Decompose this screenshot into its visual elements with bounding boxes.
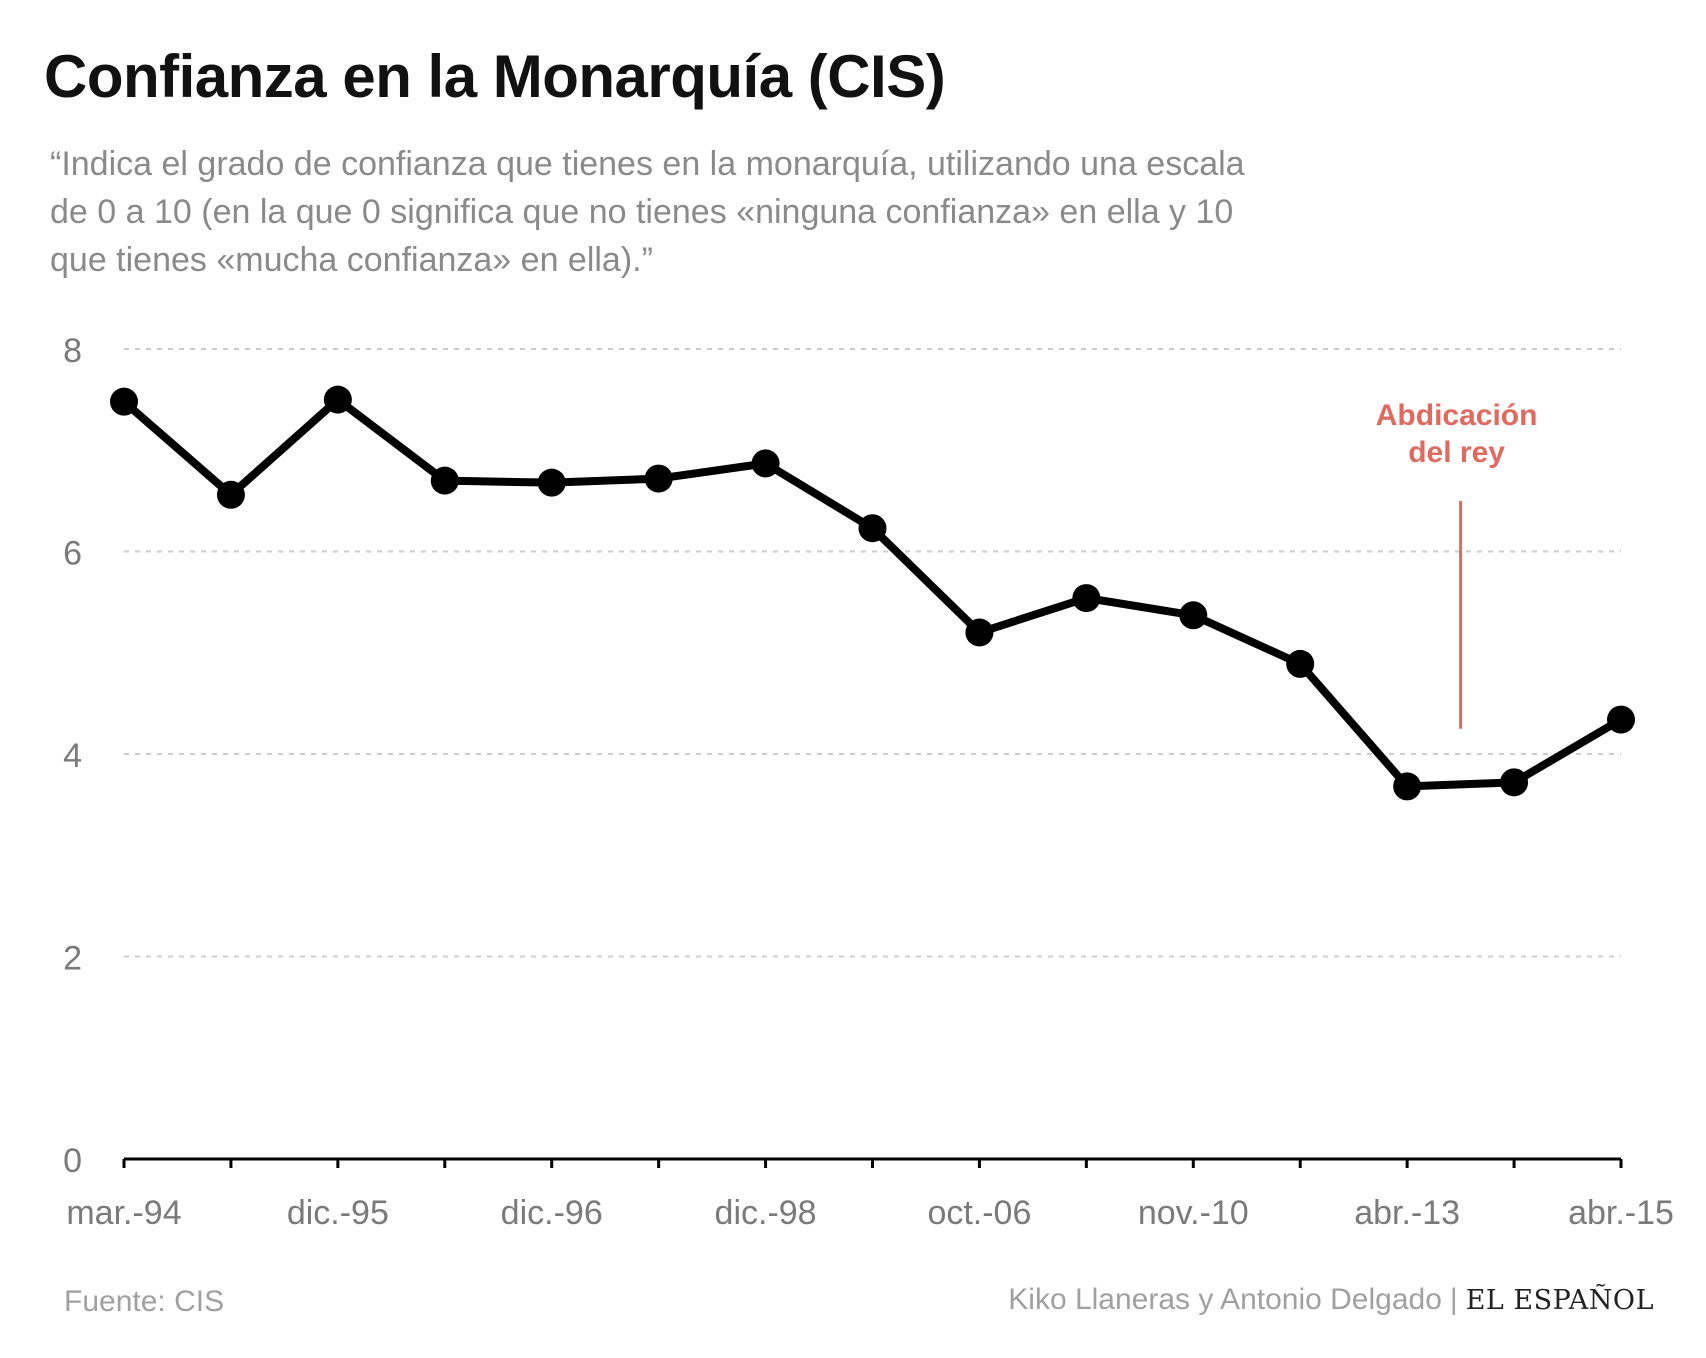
x-tick-label: abr.-13: [1354, 1194, 1460, 1232]
y-tick-label: 6: [63, 535, 82, 573]
data-point: [323, 385, 352, 414]
data-point: [216, 480, 245, 509]
credit-separator: |: [1449, 1283, 1458, 1316]
chart-subtitle: “Indica el grado de confianza que tienes…: [50, 145, 1245, 279]
data-point: [430, 466, 459, 495]
grid-layer: [124, 348, 1621, 958]
data-point: [1500, 768, 1529, 797]
x-tick-label: mar.-94: [66, 1194, 181, 1232]
abdication-annotation: Abdicación del rey: [1376, 399, 1538, 729]
x-axis: [122, 1157, 1623, 1168]
data-point: [110, 387, 138, 416]
source-note: Fuente: CIS: [64, 1285, 225, 1318]
credits: Kiko Llaneras y Antonio Delgado | EL ESPAÑ…: [1008, 1283, 1654, 1317]
x-axis-labels: mar.-94 dic.-95 dic.-96 dic.-98 oct.-06 nov.-…: [66, 1194, 1674, 1232]
y-tick-label: 2: [63, 940, 82, 978]
data-point: [1179, 601, 1208, 630]
x-tick-label: nov.-10: [1138, 1194, 1249, 1232]
data-point: [858, 514, 887, 543]
data-point: [1607, 705, 1635, 734]
series-layer: [110, 385, 1635, 801]
data-point: [1286, 649, 1315, 678]
data-point: [537, 468, 566, 497]
x-tick-label: dic.-96: [501, 1194, 603, 1232]
chart-title: Confianza en la Monarquía (CIS): [44, 43, 946, 110]
data-point: [965, 618, 994, 647]
data-point: [644, 464, 673, 493]
data-point: [1393, 772, 1422, 801]
el-espanol-logo: EL ESPAÑOL: [1465, 1285, 1654, 1316]
y-tick-label: 8: [63, 332, 82, 370]
series-line: [120, 395, 1625, 791]
data-point: [1072, 584, 1101, 613]
x-tick-label: oct.-06: [927, 1194, 1031, 1232]
y-tick-label: 0: [63, 1142, 82, 1180]
y-tick-label: 4: [63, 737, 82, 775]
annotation-label-line1: Abdicación: [1376, 399, 1538, 432]
annotation-label-line2: del rey: [1408, 436, 1505, 469]
data-point: [751, 449, 780, 478]
authors-credit: Kiko Llaneras y Antonio Delgado: [1008, 1283, 1442, 1316]
x-tick-label: dic.-98: [715, 1194, 817, 1232]
x-tick-label: abr.-15: [1568, 1194, 1674, 1232]
y-axis-labels: 0 2 4 6 8: [63, 332, 82, 1180]
x-tick-label: dic.-95: [287, 1194, 389, 1232]
